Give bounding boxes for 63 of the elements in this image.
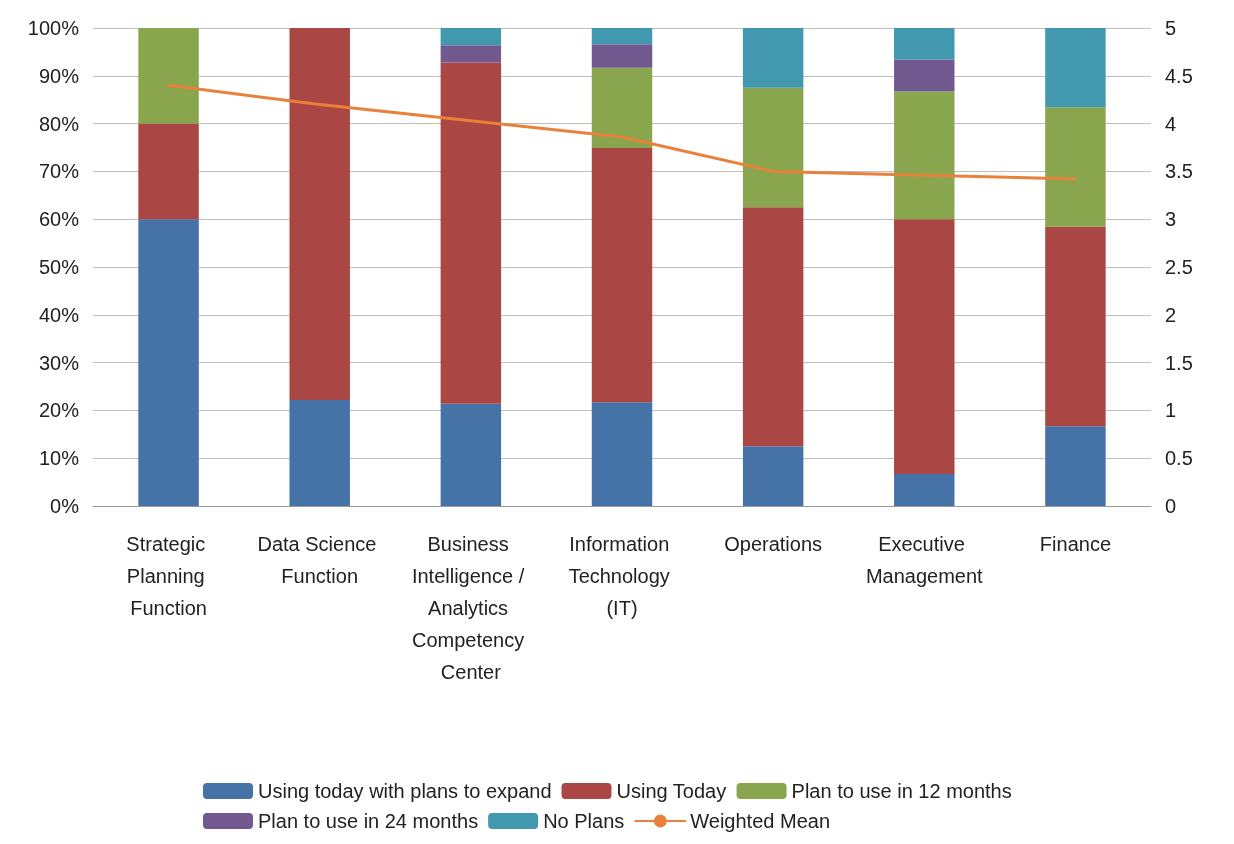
y-tick-label: 60% — [38, 208, 80, 231]
legend-label: No Plans — [543, 810, 625, 832]
x-tick-label: Data Science Function — [257, 533, 382, 587]
bar — [138, 123, 199, 220]
x-tick-label: Information Technology (IT) — [568, 533, 676, 619]
bar — [289, 28, 350, 400]
y2-tick-label: 0 — [1165, 495, 1177, 517]
line-series — [167, 83, 1077, 181]
bar — [894, 59, 955, 92]
bar — [1045, 426, 1106, 506]
bar — [1045, 226, 1106, 427]
bar — [742, 446, 804, 506]
legend-label: Using Today — [616, 780, 727, 802]
y-tick-label: 70% — [38, 160, 80, 183]
bar — [742, 28, 804, 88]
x-tick-label: Strategic Planning Function — [126, 533, 211, 619]
bar — [440, 403, 502, 506]
y2-tick-label: 2.5 — [1165, 256, 1193, 278]
bar — [591, 147, 653, 403]
y2-tick-label: 3.5 — [1165, 160, 1193, 183]
bar — [440, 62, 502, 404]
bar — [138, 219, 199, 506]
y-tick-label: 40% — [38, 303, 80, 326]
y-tick-label: 50% — [38, 256, 80, 278]
bar — [894, 219, 955, 474]
bar — [894, 473, 955, 506]
y-tick-label: 90% — [38, 64, 80, 87]
x-tick-label: Business Intelligence / Analytics Competency Center — [411, 533, 530, 683]
y2-tick-label: 2 — [1165, 303, 1177, 326]
legend-label: Plan to use in 24 months — [258, 810, 479, 832]
bar — [591, 402, 653, 506]
legend-label: Weighted Mean — [690, 810, 831, 832]
bar — [591, 44, 653, 68]
y-tick-label: 30% — [38, 351, 80, 374]
y2-tick-label: 3 — [1165, 208, 1177, 231]
legend-label: Using today with plans to expand — [258, 780, 552, 802]
y2-tick-label: 5 — [1165, 17, 1177, 39]
bar — [742, 87, 804, 208]
y2-tick-label: 1 — [1165, 399, 1177, 422]
x-tick-label: Finance — [1039, 533, 1112, 555]
x-tick-label: Executive Management — [865, 533, 984, 587]
x-tick-label: Operations — [724, 533, 823, 555]
legend-label: Plan to use in 12 months — [791, 780, 1012, 802]
y-tick-label: 80% — [38, 112, 80, 135]
bar — [1045, 107, 1106, 227]
y-tick-label: 100% — [27, 17, 80, 39]
bar — [1045, 28, 1106, 108]
y-tick-label: 20% — [38, 399, 80, 422]
y-tick-label: 0% — [50, 495, 80, 517]
bar — [591, 28, 653, 45]
y2-tick-label: 0.5 — [1165, 447, 1193, 470]
bar — [289, 399, 350, 506]
y2-tick-label: 4 — [1165, 112, 1177, 135]
bar — [440, 45, 502, 63]
y2-tick-label: 4.5 — [1165, 64, 1193, 87]
y2-tick-label: 1.5 — [1165, 351, 1193, 374]
bar — [742, 207, 804, 447]
bar — [440, 28, 502, 46]
bar — [894, 28, 955, 60]
bar — [894, 91, 955, 220]
y-tick-label: 10% — [38, 447, 80, 470]
bar — [138, 28, 199, 124]
bar — [591, 67, 653, 148]
